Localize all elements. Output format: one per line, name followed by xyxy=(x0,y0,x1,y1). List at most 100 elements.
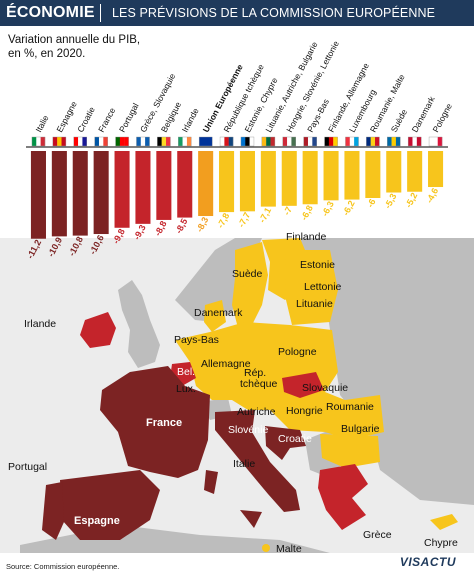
chart-subtitle: Variation annuelle du PIB, en %, en 2020… xyxy=(8,33,208,61)
flag-finlande-allemagne xyxy=(324,136,338,147)
category-label-italie: Italie xyxy=(33,113,50,134)
map-label-slovenie: Slovénie xyxy=(228,424,268,436)
map-label-croatie: Croatie xyxy=(278,433,312,445)
map-label-tcheque: tchèque xyxy=(240,378,278,390)
flag-suede xyxy=(387,136,401,147)
page-title: LES PRÉVISIONS DE LA COMMISSION EUROPÉEN… xyxy=(112,6,436,20)
value-label-pays-bas: -6,8 xyxy=(299,204,315,222)
flag-pologne xyxy=(428,136,443,147)
map-label-grece: Grèce xyxy=(363,529,392,541)
italy-shape xyxy=(204,410,300,528)
flag-roumanie-malte xyxy=(366,136,380,147)
bar-pologne xyxy=(428,151,444,188)
map-labels: Finlande Suède Estonie Lettonie Danemark Litu… xyxy=(8,231,458,555)
flag-lituanie-autriche-bulgarie xyxy=(261,136,276,147)
flag-espagne xyxy=(52,136,67,147)
map-label-rep: Rép. xyxy=(244,367,266,379)
bar-hongrie-slovenie-lettonie xyxy=(281,151,297,206)
value-label-belgique: -8,8 xyxy=(153,219,169,237)
bar-roumanie-malte xyxy=(365,151,381,198)
map-label-danemark: Danemark xyxy=(194,307,243,319)
bar-republique-tcheque xyxy=(219,151,235,213)
map-label-bulgarie: Bulgarie xyxy=(341,423,380,435)
map-label-chypre: Chypre xyxy=(424,537,458,549)
bar-union-europeenne xyxy=(198,151,214,217)
central-europe-shape xyxy=(175,322,384,440)
header-bar: ÉCONOMIE LES PRÉVISIONS DE LA COMMISSION… xyxy=(0,0,474,26)
category-label-france: France xyxy=(96,106,117,134)
flag-union-europeenne xyxy=(198,136,213,147)
map-label-pays-bas: Pays-Bas xyxy=(174,334,219,346)
bar-espagne xyxy=(51,151,67,237)
flag-danemark xyxy=(407,136,422,147)
subtitle-line-1: Variation annuelle du PIB, xyxy=(8,34,141,46)
flag-pays-bas xyxy=(303,136,317,147)
bar-danemark xyxy=(407,151,423,192)
cyprus-shape xyxy=(430,514,458,530)
map-label-lux: Lux. xyxy=(176,383,196,395)
category-label-croatie: Croatie xyxy=(75,105,97,134)
map-label-lituanie: Lituanie xyxy=(296,298,333,310)
europe-map: Finlande Suède Estonie Lettonie Danemark Litu… xyxy=(0,231,474,555)
flag-grece-slovaquie xyxy=(136,136,150,147)
bar-italie xyxy=(30,151,46,239)
map-label-pologne: Pologne xyxy=(278,346,317,358)
swiss-balkan-land xyxy=(200,398,345,478)
value-label-pologne: -4,6 xyxy=(424,186,440,204)
bar-france xyxy=(93,151,109,235)
bulgaria-shape xyxy=(320,434,380,468)
bar-finlande-allemagne xyxy=(323,151,339,201)
flags-group xyxy=(31,136,443,147)
flag-hongrie-slovenie-lettonie xyxy=(282,136,296,147)
map-label-italie: Italie xyxy=(233,458,255,470)
portugal-shape xyxy=(42,482,64,540)
flag-belgique xyxy=(157,136,171,147)
map-label-portugal: Portugal xyxy=(8,461,47,473)
map-label-autriche: Autriche xyxy=(237,406,276,418)
value-label-irlande: -8,5 xyxy=(173,217,189,235)
section-label: ÉCONOMIE xyxy=(6,4,95,21)
croatia-shape xyxy=(265,426,306,460)
flag-italie xyxy=(31,136,46,147)
bars-group xyxy=(30,151,444,239)
flag-portugal xyxy=(115,136,129,147)
value-label-republique-tcheque: -7,8 xyxy=(215,211,231,229)
category-label-irlande: Irlande xyxy=(180,106,201,134)
value-label-lituanie-autriche-bulgarie: -7,1 xyxy=(257,206,273,224)
value-label-estonie-chypre: -7,7 xyxy=(236,211,252,229)
category-label-pologne: Pologne xyxy=(430,101,454,133)
map-label-lettonie: Lettonie xyxy=(304,281,342,293)
flag-croatie xyxy=(73,136,87,147)
map-label-espagne: Espagne xyxy=(74,515,120,527)
bar-grece-slovaquie xyxy=(135,151,151,224)
map-label-allemagne: Allemagne xyxy=(201,358,251,370)
malta-shape xyxy=(262,544,270,552)
bar-portugal xyxy=(114,151,130,228)
value-label-union-europeenne: -8,3 xyxy=(194,215,210,233)
value-label-danemark: -5,2 xyxy=(403,191,419,209)
map-label-finlande: Finlande xyxy=(286,231,326,243)
bar-pays-bas xyxy=(302,151,318,205)
value-label-luxembourg: -6,2 xyxy=(341,199,357,217)
bar-luxembourg xyxy=(344,151,360,200)
map-label-suede: Suède xyxy=(232,268,263,280)
denmark-shape xyxy=(204,300,226,332)
bar-belgique xyxy=(156,151,172,220)
map-label-malte: Malte xyxy=(276,543,302,555)
sweden-shape xyxy=(232,242,268,328)
flag-france xyxy=(94,136,108,147)
bar-lituanie-autriche-bulgarie xyxy=(260,151,276,207)
uk-land xyxy=(118,280,160,368)
bar-estonie-chypre xyxy=(239,151,255,212)
flag-luxembourg xyxy=(345,136,359,147)
map-label-estonie: Estonie xyxy=(300,259,335,271)
map-label-hongrie: Hongrie xyxy=(286,405,323,417)
flag-irlande xyxy=(178,136,192,147)
spain-shape xyxy=(60,470,160,540)
value-label-hongrie-slovenie-lettonie: -7 xyxy=(281,205,294,217)
subtitle-line-2: en %, en 2020. xyxy=(8,48,86,60)
bar-croatie xyxy=(72,151,88,236)
slovakia-shape xyxy=(282,372,324,398)
